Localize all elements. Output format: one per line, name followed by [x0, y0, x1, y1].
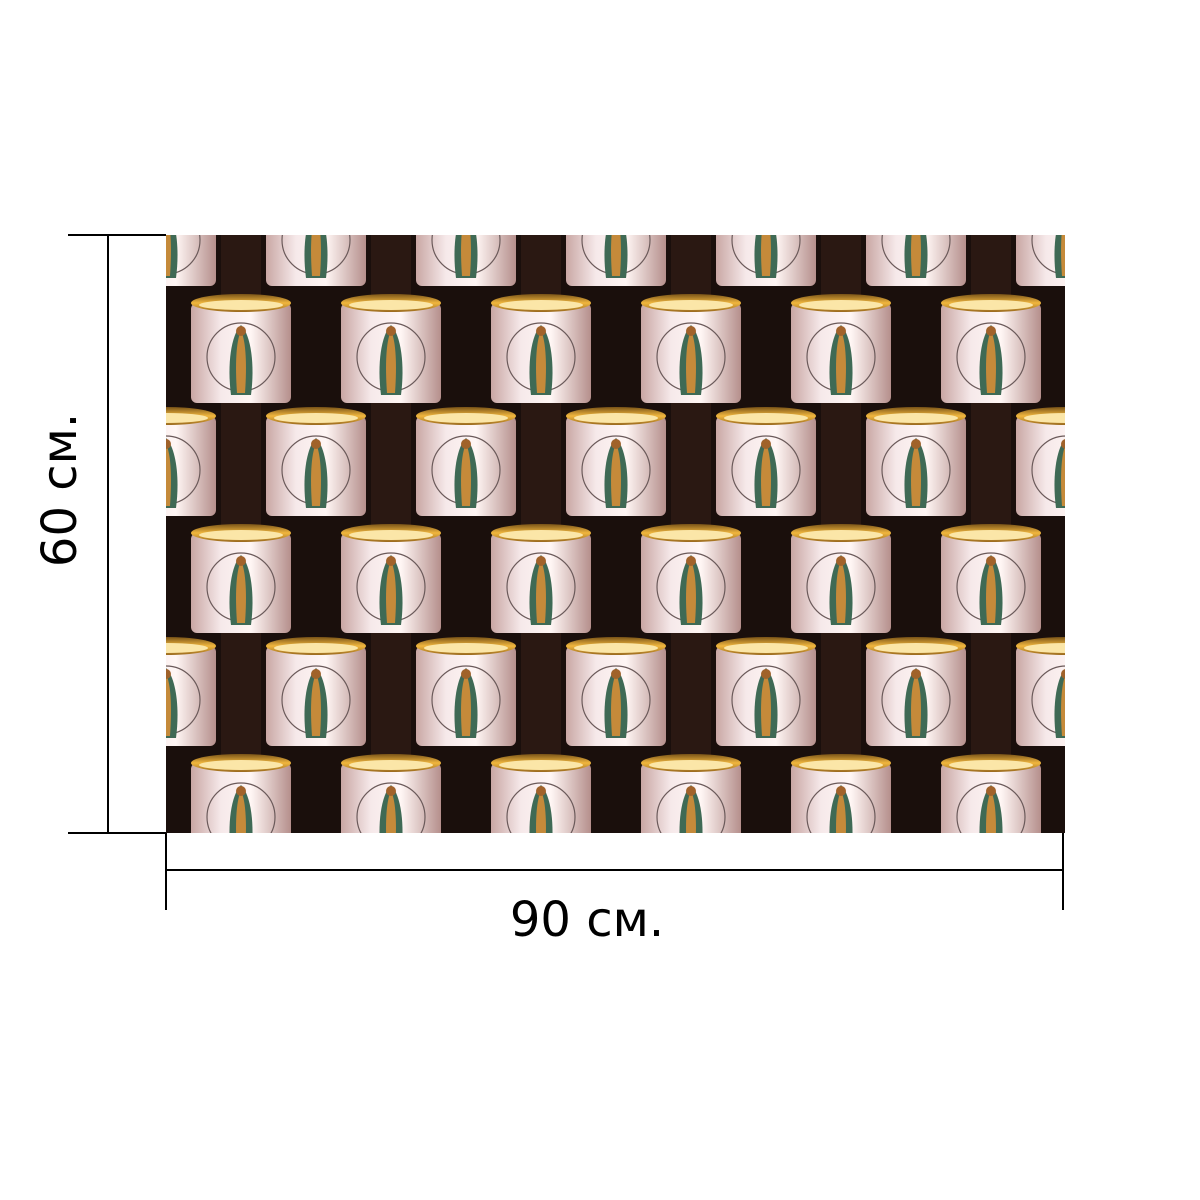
width-label: 90 см. — [510, 892, 664, 948]
height-label: 60 см. — [32, 413, 88, 567]
photo — [166, 235, 1065, 833]
dimension-lines — [68, 234, 1064, 910]
